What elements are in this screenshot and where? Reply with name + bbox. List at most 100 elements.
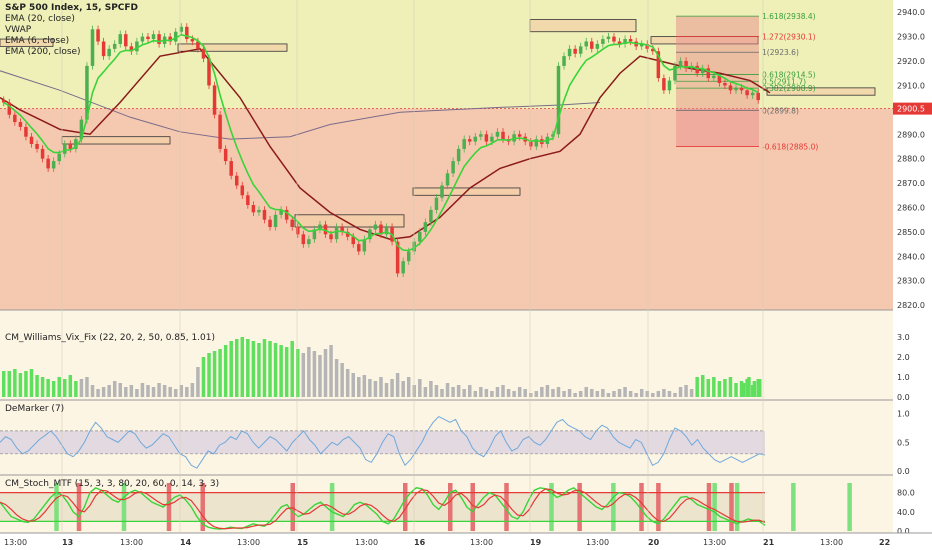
candle-body	[739, 87, 744, 91]
candle-body	[656, 51, 661, 79]
candle-body	[517, 134, 522, 137]
candle-body	[662, 78, 666, 91]
williams-bar	[617, 389, 622, 397]
williams-bar	[390, 379, 394, 397]
candle-body	[85, 65, 89, 120]
williams-bar	[384, 383, 389, 397]
williams-bar	[357, 377, 361, 397]
williams-bar	[534, 391, 539, 397]
williams-bar	[473, 391, 478, 397]
candle-body	[462, 139, 466, 149]
candle-body	[185, 26, 189, 40]
williams-bar	[590, 389, 594, 397]
candle-body	[451, 161, 455, 174]
williams-bar	[656, 391, 661, 397]
williams-bar	[334, 359, 339, 397]
candle-body	[368, 229, 372, 240]
price-tick-label: 2870.0	[897, 179, 925, 188]
price-tick-label: 2920.0	[897, 57, 925, 66]
williams-bar	[112, 381, 117, 397]
stoch-d-line	[0, 488, 766, 530]
candle-body	[678, 61, 683, 66]
candle-body	[96, 29, 100, 42]
price-tick-label: 2940.0	[897, 8, 925, 17]
candle-body	[395, 241, 400, 274]
candle-body	[63, 144, 67, 154]
williams-bar	[96, 389, 100, 397]
price-tick-label: 2840.0	[897, 252, 925, 261]
fib-level-label: 1.272(2930.1)	[762, 32, 816, 41]
williams-bar	[495, 387, 500, 397]
candle-body	[234, 175, 239, 186]
fib-level-label: 0.5(2911.7)	[762, 77, 806, 86]
price-tick-label: 2820.0	[897, 301, 925, 310]
williams-bar	[140, 383, 145, 397]
williams-bar	[234, 339, 239, 397]
stoch-tick-label: 40.0	[897, 508, 915, 517]
williams-bar	[418, 379, 422, 397]
candle-body	[168, 36, 172, 42]
current-price-badge	[893, 102, 932, 115]
candle-body	[173, 31, 178, 42]
candle-body	[101, 41, 106, 57]
stoch-red-bar	[470, 483, 475, 531]
stoch-red-bar	[577, 483, 582, 531]
price-tick-label: 2910.0	[897, 81, 925, 90]
indicator-vwap: VWAP	[5, 25, 32, 35]
candle-body	[18, 122, 23, 127]
candle-body	[712, 75, 716, 79]
candle-body	[307, 239, 311, 245]
candle-body	[118, 34, 122, 44]
williams-bar	[229, 341, 233, 397]
williams-bar	[423, 387, 428, 397]
fib-level-label: 0(2899.8)	[762, 106, 799, 115]
candle-body	[484, 134, 489, 142]
sr-zone-box	[294, 214, 405, 228]
williams-bar	[124, 387, 128, 397]
candle-body	[418, 231, 422, 242]
stoch-green-bar	[847, 483, 852, 531]
time-tick-label: 13:00	[355, 538, 378, 547]
fib-level-label: 0.618(2914.5)	[762, 70, 816, 79]
williams-bar	[673, 393, 677, 397]
candle-body	[251, 205, 256, 213]
candle-body	[756, 92, 760, 101]
candle-body	[379, 224, 383, 235]
williams-bar	[118, 383, 122, 397]
candle-body	[229, 161, 233, 176]
williams-bar	[368, 379, 372, 397]
candle-body	[129, 46, 134, 52]
williams-bar	[212, 351, 217, 397]
candle-body	[723, 82, 727, 86]
candle-body	[140, 36, 145, 42]
candle-body	[562, 56, 566, 66]
williams-bar	[556, 387, 561, 397]
indicator-ema200: EMA (200, close)	[5, 47, 81, 57]
fib-upper-box	[676, 16, 759, 75]
williams-bar	[595, 391, 600, 397]
time-tick-label: 16	[414, 538, 426, 547]
candle-body	[695, 65, 699, 74]
williams-bar	[501, 385, 505, 397]
candle-body	[667, 80, 672, 91]
stoch-green-bar	[121, 483, 127, 531]
stoch-red-bar	[200, 483, 205, 531]
candle-body	[684, 61, 688, 69]
williams-bar	[700, 375, 705, 397]
williams-bar	[135, 389, 139, 397]
williams-bar	[712, 377, 716, 397]
candle-body	[479, 134, 483, 137]
candle-body	[268, 219, 272, 228]
williams-bar	[745, 379, 749, 397]
candle-body	[112, 43, 117, 49]
stoch-red-bar	[504, 483, 509, 531]
williams-bar	[85, 377, 89, 397]
candle-body	[240, 185, 245, 196]
sr-zone-box	[0, 38, 54, 47]
williams-bar	[24, 371, 28, 397]
williams-bar	[240, 337, 245, 397]
candle-body	[529, 141, 533, 147]
indicator-ema6: EMA (6, close)	[5, 36, 70, 46]
williams-bar	[101, 387, 106, 397]
williams-bar	[723, 379, 727, 397]
